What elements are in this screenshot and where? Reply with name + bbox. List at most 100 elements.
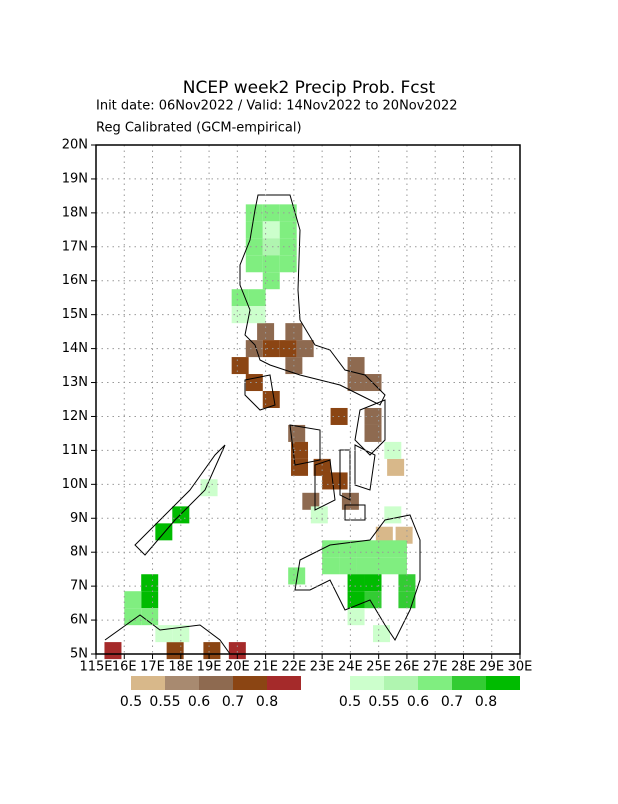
grid-cell [375, 526, 393, 544]
y-tick-label: 12N [62, 409, 88, 424]
grid-cell [398, 591, 416, 609]
x-tick-label: 26E [395, 660, 420, 675]
title: NCEP week2 Precip Prob. Fcst [183, 78, 436, 98]
grid-cell [389, 540, 407, 558]
legend-label: 0.5 [339, 694, 361, 710]
legend-swatch [233, 676, 267, 690]
grid-cell [372, 557, 390, 575]
grid-cell [248, 289, 266, 307]
grid-cell [279, 221, 297, 239]
grid-cell [364, 574, 382, 592]
legend-label: 0.6 [188, 694, 210, 710]
axes: 115E 16E 17E 18E 19E 20E 21E 22E 23E 24E 25E 26E 27E… [62, 138, 533, 675]
y-tick-label: 8N [70, 545, 88, 560]
legend-swatch [486, 676, 520, 690]
x-tick-label: 24E [338, 660, 363, 675]
grid-cell [347, 574, 365, 592]
grid-cell [104, 642, 122, 660]
grid-cell [389, 557, 407, 575]
x-tick-label: 29E [479, 660, 504, 675]
grid-cell [124, 608, 142, 626]
legend-label: 0.5 [120, 694, 142, 710]
grid-cell [372, 540, 390, 558]
coastline [104, 194, 421, 655]
plot-frame [95, 144, 521, 655]
legend-label: 0.7 [441, 694, 463, 710]
grid-cell [341, 492, 359, 510]
grid-cell [356, 557, 374, 575]
y-tick-label: 5N [70, 647, 88, 662]
grid-cell [124, 591, 142, 609]
grid-cell [228, 642, 246, 660]
grid-cell [141, 591, 159, 609]
x-tick-label: 22E [281, 660, 306, 675]
legend-label: 0.55 [368, 694, 399, 710]
grid-cell [245, 221, 263, 239]
y-tick-label: 16N [62, 273, 88, 288]
grid-cell [262, 255, 280, 273]
y-tick-label: 9N [70, 511, 88, 526]
legend-swatch [165, 676, 199, 690]
grid-cell [387, 458, 405, 476]
grid-cell [245, 238, 263, 256]
legend-swatch [199, 676, 233, 690]
subtitle: Reg Calibrated (GCM-empirical) [96, 121, 302, 136]
y-tick-label: 18N [62, 205, 88, 220]
x-tick-label: 30E [508, 660, 533, 675]
grid-cell [339, 540, 357, 558]
y-tick-label: 14N [62, 341, 88, 356]
subtitle: Init date: 06Nov2022 / Valid: 14Nov2022 … [96, 99, 458, 114]
grid-cell [172, 625, 190, 643]
grid-cell [372, 625, 390, 643]
grid-cell [384, 441, 402, 459]
y-tick-label: 6N [70, 613, 88, 628]
grid-cell [347, 374, 365, 392]
x-tick-label: 23E [310, 660, 335, 675]
legend-swatch [350, 676, 384, 690]
grid-cell [231, 357, 249, 375]
legend-swatch [384, 676, 418, 690]
x-tick-label: 28E [451, 660, 476, 675]
grid-cell [155, 625, 173, 643]
grid-cell [141, 608, 159, 626]
grid-cell [279, 255, 297, 273]
legend-swatch [131, 676, 165, 690]
x-tick-label: 20E [225, 660, 250, 675]
grid-cell [364, 407, 382, 425]
x-tick-label: 17E [140, 660, 165, 675]
x-tick-label: 25E [366, 660, 391, 675]
grid-cell [330, 472, 348, 490]
grid-cell [398, 574, 416, 592]
legend-label: 0.6 [407, 694, 429, 710]
y-tick-label: 15N [62, 307, 88, 322]
grid-cell [310, 506, 328, 524]
grid-cell [200, 479, 218, 497]
x-tick-label: 21E [253, 660, 278, 675]
grid-cell [322, 557, 340, 575]
grid-cell [364, 591, 382, 609]
grid-cell [166, 642, 184, 660]
grid-cell [322, 540, 340, 558]
grid-cell [262, 391, 280, 408]
y-tick-label: 10N [62, 477, 88, 492]
grid-cell [279, 340, 297, 358]
grid-cell [262, 272, 280, 290]
grid-cell [279, 204, 297, 222]
grid-cell [279, 238, 297, 256]
grid-cell [395, 526, 413, 544]
y-tick-label: 13N [62, 375, 88, 390]
y-tick-label: 20N [62, 138, 88, 153]
cells [104, 204, 416, 660]
grid-cell [262, 221, 280, 239]
x-tick-label: 18E [168, 660, 193, 675]
legend: 0.5 0.55 0.6 0.7 0.8 0.5 0.55 0.6 0.7 0.8 [120, 676, 520, 710]
grid-cell [262, 340, 280, 358]
grid-cell [245, 340, 263, 358]
grid-cell [257, 323, 275, 341]
legend-swatch [452, 676, 486, 690]
grid-cell [262, 238, 280, 256]
y-tick-label: 7N [70, 579, 88, 594]
x-tick-label: 16E [112, 660, 137, 675]
